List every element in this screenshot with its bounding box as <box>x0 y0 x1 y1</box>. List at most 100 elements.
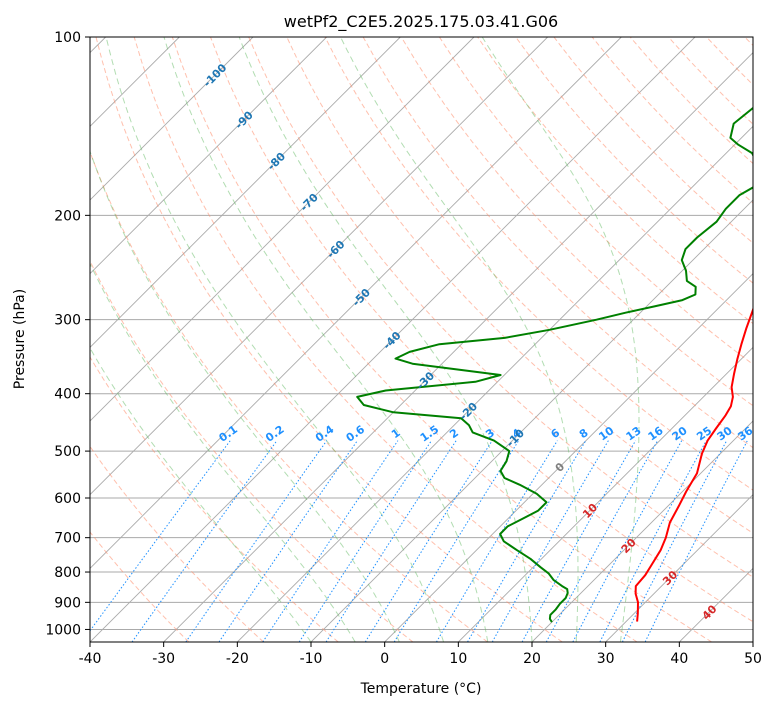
y-tick-label: 500 <box>54 444 81 460</box>
isotherm-label: 20 <box>619 536 639 556</box>
isotherm-line <box>384 273 753 642</box>
mixing-ratio-label: 2 <box>447 426 461 441</box>
dry-adiabat-line <box>668 37 753 125</box>
dry-adiabat-line <box>248 37 753 578</box>
y-tick-label: 100 <box>54 30 81 46</box>
y-tick-label: 600 <box>54 491 81 507</box>
isotherm-line <box>90 37 475 422</box>
isotherm-line <box>531 420 753 642</box>
isotherm-label: 0 <box>553 460 568 475</box>
dry-adiabat-line <box>133 37 638 642</box>
dry-adiabat-line <box>400 37 753 407</box>
x-tick-label: 0 <box>380 651 389 667</box>
x-tick-label: 10 <box>449 651 467 667</box>
mixing-ratio-line <box>393 440 520 642</box>
mixing-ratio-line <box>572 440 683 642</box>
mixing-ratio-label: 13 <box>624 424 644 443</box>
isotherm-label: 40 <box>700 602 720 622</box>
dry-adiabat-line <box>591 37 753 204</box>
plot-frame <box>89 36 754 643</box>
mixing-ratio-line <box>185 440 328 642</box>
x-tick-label: 30 <box>597 651 615 667</box>
y-tick-label: 900 <box>54 595 81 611</box>
dry-adiabat-line <box>90 445 264 642</box>
isotherm-line <box>458 346 753 642</box>
mixing-ratio-line <box>467 440 587 642</box>
isotherm-line <box>90 37 548 496</box>
isotherm-label: 10 <box>580 501 600 521</box>
moist-adiabat-line <box>238 37 533 642</box>
mixing-ratio-label: 0.1 <box>217 423 240 445</box>
x-axis-ticks: -40 -30 -20 -10 0 10 20 30 40 50 <box>79 642 762 667</box>
mixing-ratio-line <box>491 440 609 642</box>
moist-adiabat-line <box>340 37 579 642</box>
moist-adiabat-line <box>90 262 356 642</box>
mixing-ratio-line <box>599 440 707 642</box>
isotherm-label: -90 <box>233 108 256 131</box>
isotherm-label: -50 <box>350 286 373 309</box>
isotherm-label: -10 <box>504 426 527 449</box>
dry-adiabat-line <box>362 37 753 449</box>
mixing-ratio-label: 20 <box>670 424 690 444</box>
mixing-ratio-label: 1 <box>389 426 403 441</box>
dewpoint-line <box>356 106 753 623</box>
x-tick-label: -30 <box>152 651 175 667</box>
x-tick-label: -10 <box>300 651 323 667</box>
isotherm-line <box>163 52 753 642</box>
isotherm-label: -70 <box>298 191 321 214</box>
dry-adiabat-line <box>706 37 753 86</box>
dry-adiabat-line <box>95 37 563 642</box>
moist-adiabat-line <box>163 37 489 642</box>
moist-adiabat-line <box>90 149 400 642</box>
dry-adiabat-line <box>324 37 753 491</box>
series-layer <box>356 106 753 623</box>
isotherm-label: 30 <box>660 568 680 588</box>
dry-adiabat-line <box>438 37 753 366</box>
x-tick-label: 20 <box>523 651 541 667</box>
isotherm-label: -20 <box>457 400 480 423</box>
moist-adiabat-line <box>90 347 312 642</box>
isotherm-label: -60 <box>324 238 347 261</box>
background-lines <box>90 37 753 642</box>
isotherm-line <box>90 37 327 275</box>
y-axis-label: Pressure (hPa) <box>12 289 28 389</box>
x-axis-label: Temperature (°C) <box>360 681 482 697</box>
isotherm-line <box>752 641 753 642</box>
isotherm-label: -40 <box>380 329 403 352</box>
chart-title: wetPf2_C2E5.2025.175.03.41.G06 <box>284 12 558 32</box>
mixing-ratio-line <box>435 440 558 642</box>
mixing-ratio-line <box>90 440 231 632</box>
isotherm-line <box>90 37 696 642</box>
mixing-ratio-line <box>218 440 358 642</box>
mixing-ratio-line <box>325 440 457 642</box>
mixing-ratio-line <box>364 440 493 642</box>
isotherm-line <box>90 37 622 569</box>
y-tick-label: 700 <box>54 531 81 547</box>
temperature-line <box>634 306 753 622</box>
isotherm-line <box>605 494 753 642</box>
mixing-ratio-line <box>298 440 432 642</box>
x-tick-label: 50 <box>744 651 762 667</box>
y-tick-label: 200 <box>54 208 81 224</box>
dry-adiabat-line <box>90 150 488 642</box>
x-tick-label: 40 <box>670 651 688 667</box>
mixing-ratio-label: 6 <box>549 426 563 441</box>
y-tick-label: 800 <box>54 565 81 581</box>
y-tick-label: 1000 <box>45 622 81 638</box>
mixing-ratio-line <box>262 440 399 642</box>
dry-adiabat-line <box>744 37 753 47</box>
dry-adiabat-line <box>90 531 190 642</box>
y-tick-label: 300 <box>54 313 81 329</box>
dry-adiabat-line <box>90 356 339 642</box>
mixing-ratio-label: 8 <box>577 426 591 441</box>
mixing-ratio-line <box>621 440 728 642</box>
dry-adiabat-line <box>210 37 753 623</box>
mixing-ratio-label: 0.4 <box>313 423 337 445</box>
mixing-ratio-line <box>644 440 748 642</box>
x-tick-label: -20 <box>226 651 249 667</box>
isotherm-line <box>237 125 753 642</box>
mixing-ratio-label: 16 <box>646 424 666 444</box>
y-tick-label: 400 <box>54 387 81 403</box>
isotherm-line <box>679 567 753 642</box>
